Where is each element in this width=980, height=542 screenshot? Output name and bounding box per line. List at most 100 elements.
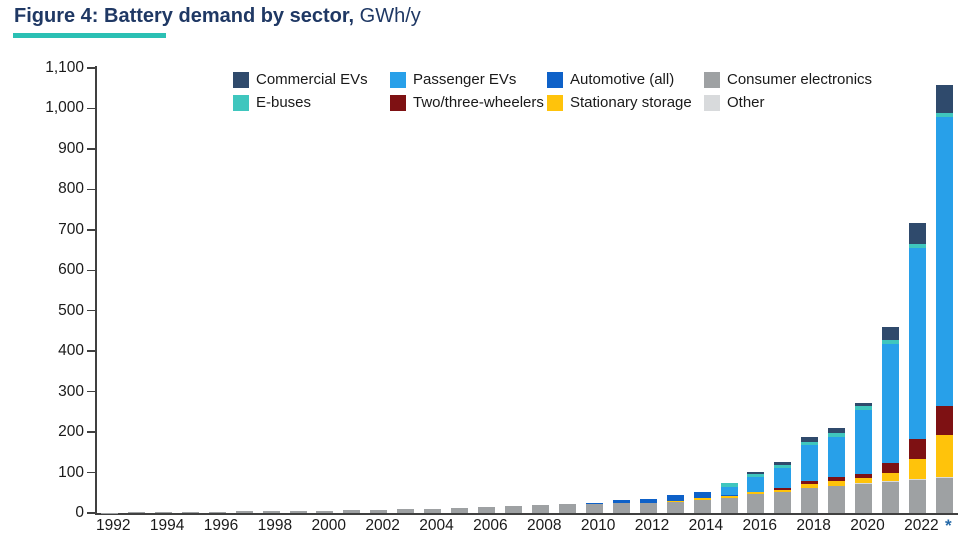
segment-two-three-wheelers-2021 — [882, 462, 900, 473]
bar-2001 — [343, 510, 361, 513]
bar-slot-2000 — [312, 68, 339, 513]
x-label-2008: 2008 — [527, 517, 562, 534]
segment-automotive-all--2015 — [720, 494, 738, 497]
bar-slot-2003 — [392, 68, 419, 513]
chart-legend: Commercial EVs Passenger EVs Automotive (a… — [233, 71, 872, 111]
bar-2006 — [478, 507, 496, 513]
y-tick-label-500: 500 — [58, 301, 84, 319]
legend-label: Other — [727, 94, 765, 111]
bar-2016 — [747, 472, 765, 513]
y-tick-mark-100 — [87, 471, 95, 474]
segment-commercial-evs-2022 — [909, 223, 927, 244]
y-tick-label-300: 300 — [58, 382, 84, 400]
legend-item-consumer-electronics: Consumer electronics — [704, 71, 872, 88]
x-label-empty-2011 — [615, 517, 634, 535]
x-label-2018: 2018 — [796, 517, 831, 534]
bar-slot-2023 — [931, 68, 958, 513]
legend-swatch-icon — [233, 94, 249, 111]
y-tick-mark-800 — [87, 188, 95, 191]
segment-passenger-evs-2017 — [774, 467, 792, 488]
legend-label: Two/three-wheelers — [413, 94, 544, 111]
x-label-2006: 2006 — [473, 517, 508, 534]
segment-consumer-electronics-2007 — [505, 506, 523, 513]
bar-2004 — [424, 508, 442, 513]
bar-slot-1995 — [177, 68, 204, 513]
segment-consumer-electronics-2017 — [774, 492, 792, 513]
x-label-2002: 2002 — [365, 517, 400, 534]
y-tick-mark-1100 — [87, 67, 95, 69]
bar-slot-2019 — [823, 68, 850, 513]
y-axis-line — [95, 66, 97, 513]
x-label-2016: 2016 — [742, 517, 777, 534]
bar-slot-2008 — [527, 68, 554, 513]
bar-slot-2015 — [716, 68, 743, 513]
segment-e-buses-2021 — [882, 339, 900, 344]
figure-title: Figure 4: Battery demand by sector, GWh/… — [14, 5, 421, 28]
bar-1993 — [127, 512, 145, 513]
x-label-empty-2021 — [885, 517, 904, 535]
segment-consumer-electronics-2003 — [397, 508, 415, 513]
segment-passenger-evs-2021 — [882, 343, 900, 463]
legend-swatch-icon — [547, 94, 563, 111]
bar-slot-2007 — [500, 68, 527, 513]
y-tick-mark-900 — [87, 148, 95, 150]
segment-consumer-electronics-2011 — [612, 503, 630, 513]
bars-area — [96, 68, 958, 513]
segment-two-three-wheelers-2020 — [855, 474, 873, 479]
legend-label: Passenger EVs — [413, 71, 517, 88]
segment-commercial-evs-2023 — [936, 84, 954, 113]
x-label-empty-1997 — [238, 517, 257, 535]
bar-2002 — [370, 509, 388, 513]
bar-slot-2020 — [850, 68, 877, 513]
segment-consumer-electronics-2004 — [424, 508, 442, 513]
legend-swatch-icon — [704, 71, 720, 88]
segment-consumer-electronics-2005 — [451, 507, 469, 513]
x-label-empty-2015 — [723, 517, 742, 535]
bar-slot-2017 — [769, 68, 796, 513]
segment-other-2021 — [882, 481, 900, 482]
legend-swatch-icon — [390, 71, 406, 88]
legend-label: E-buses — [256, 94, 312, 111]
segment-two-three-wheelers-2019 — [828, 477, 846, 482]
bar-2013 — [666, 495, 684, 513]
segment-automotive-all--2014 — [693, 491, 711, 499]
segment-commercial-evs-2016 — [747, 472, 765, 474]
bar-2012 — [639, 498, 657, 513]
bar-slot-1994 — [150, 68, 177, 513]
segment-automotive-all--2013 — [666, 495, 684, 501]
segment-consumer-electronics-2010 — [585, 503, 603, 513]
segment-consumer-electronics-2019 — [828, 485, 846, 513]
bar-1996 — [208, 511, 226, 513]
bar-slot-1993 — [123, 68, 150, 513]
segment-consumer-electronics-2001 — [343, 510, 361, 513]
segment-consumer-electronics-1995 — [181, 511, 199, 513]
bar-2010 — [585, 502, 603, 513]
bar-slot-2016 — [743, 68, 770, 513]
legend-swatch-icon — [390, 94, 406, 111]
bar-2003 — [397, 508, 415, 513]
legend-item-two-three-wheelers: Two/three-wheelers — [390, 94, 547, 111]
x-label-2004: 2004 — [419, 517, 454, 534]
bar-slot-2009 — [554, 68, 581, 513]
segment-e-buses-2019 — [828, 432, 846, 437]
segment-commercial-evs-2020 — [855, 403, 873, 407]
segment-consumer-electronics-1994 — [154, 512, 172, 513]
segment-stationary-storage-2021 — [882, 472, 900, 482]
x-label-empty-2005 — [454, 517, 473, 535]
segment-passenger-evs-2019 — [828, 437, 846, 478]
y-tick-label-1100: 1,100 — [45, 59, 84, 76]
y-tick-mark-400 — [87, 350, 95, 352]
segment-consumer-electronics-2015 — [720, 497, 738, 513]
x-label-2012: 2012 — [634, 517, 670, 534]
segment-stationary-storage-2023 — [936, 434, 954, 478]
x-label-empty-2001 — [346, 517, 365, 535]
segment-consumer-electronics-2000 — [316, 510, 334, 513]
y-tick-label-200: 200 — [58, 423, 84, 441]
segment-automotive-all--2011 — [612, 500, 630, 504]
bar-slot-2012 — [635, 68, 662, 513]
x-label-2000: 2000 — [311, 517, 346, 534]
segment-consumer-electronics-2008 — [531, 504, 549, 513]
segment-two-three-wheelers-2018 — [801, 481, 819, 484]
segment-e-buses-2017 — [774, 465, 792, 468]
segment-commercial-evs-2017 — [774, 462, 792, 466]
